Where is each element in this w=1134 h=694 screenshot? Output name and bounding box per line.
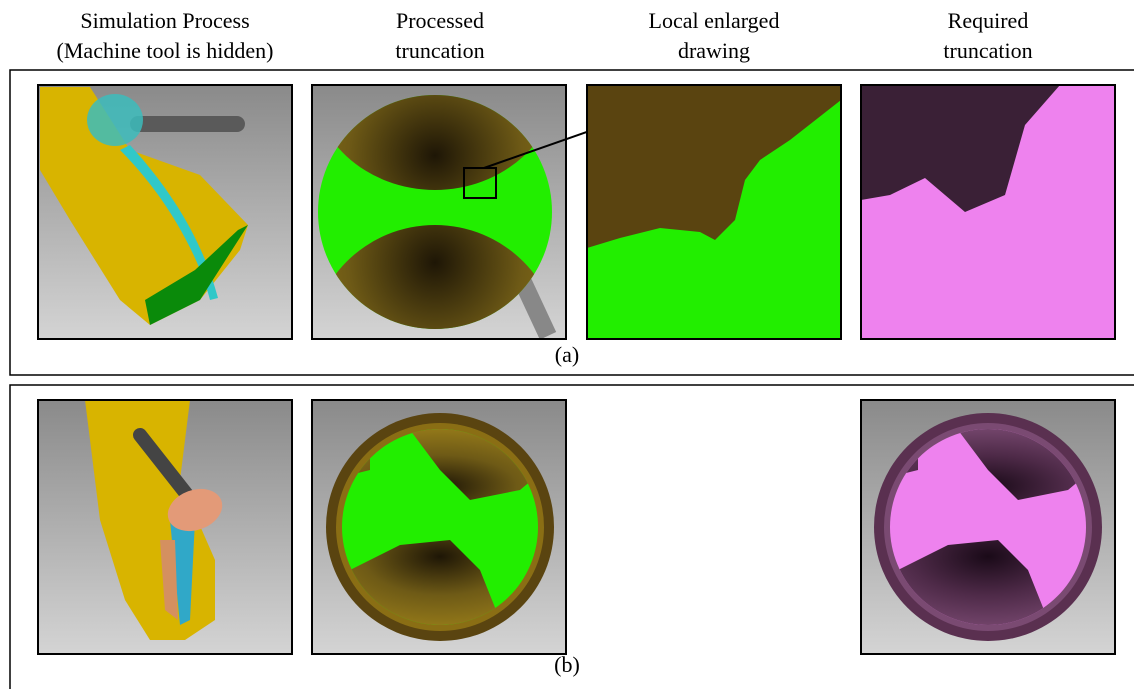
required-image [861, 400, 1115, 654]
header-line: Required [948, 8, 1029, 33]
header-line: Processed [396, 8, 484, 33]
panel-label: (a) [555, 342, 579, 367]
figure: Simulation Process (Machine tool is hidd… [0, 0, 1134, 689]
header-line: drawing [678, 38, 750, 63]
header-line: truncation [395, 38, 484, 63]
header-line: (Machine tool is hidden) [57, 38, 274, 63]
header-line: truncation [943, 38, 1032, 63]
panel-label: (b) [554, 652, 580, 677]
required-image [861, 85, 1115, 339]
simulation-image [38, 85, 292, 339]
header-line: Local enlarged [649, 8, 780, 33]
processed-image [312, 400, 566, 654]
simulation-image [38, 400, 292, 654]
enlarged-image [587, 85, 841, 339]
header-line: Simulation Process [80, 8, 249, 33]
column-headers: Simulation Process (Machine tool is hidd… [57, 8, 1033, 63]
